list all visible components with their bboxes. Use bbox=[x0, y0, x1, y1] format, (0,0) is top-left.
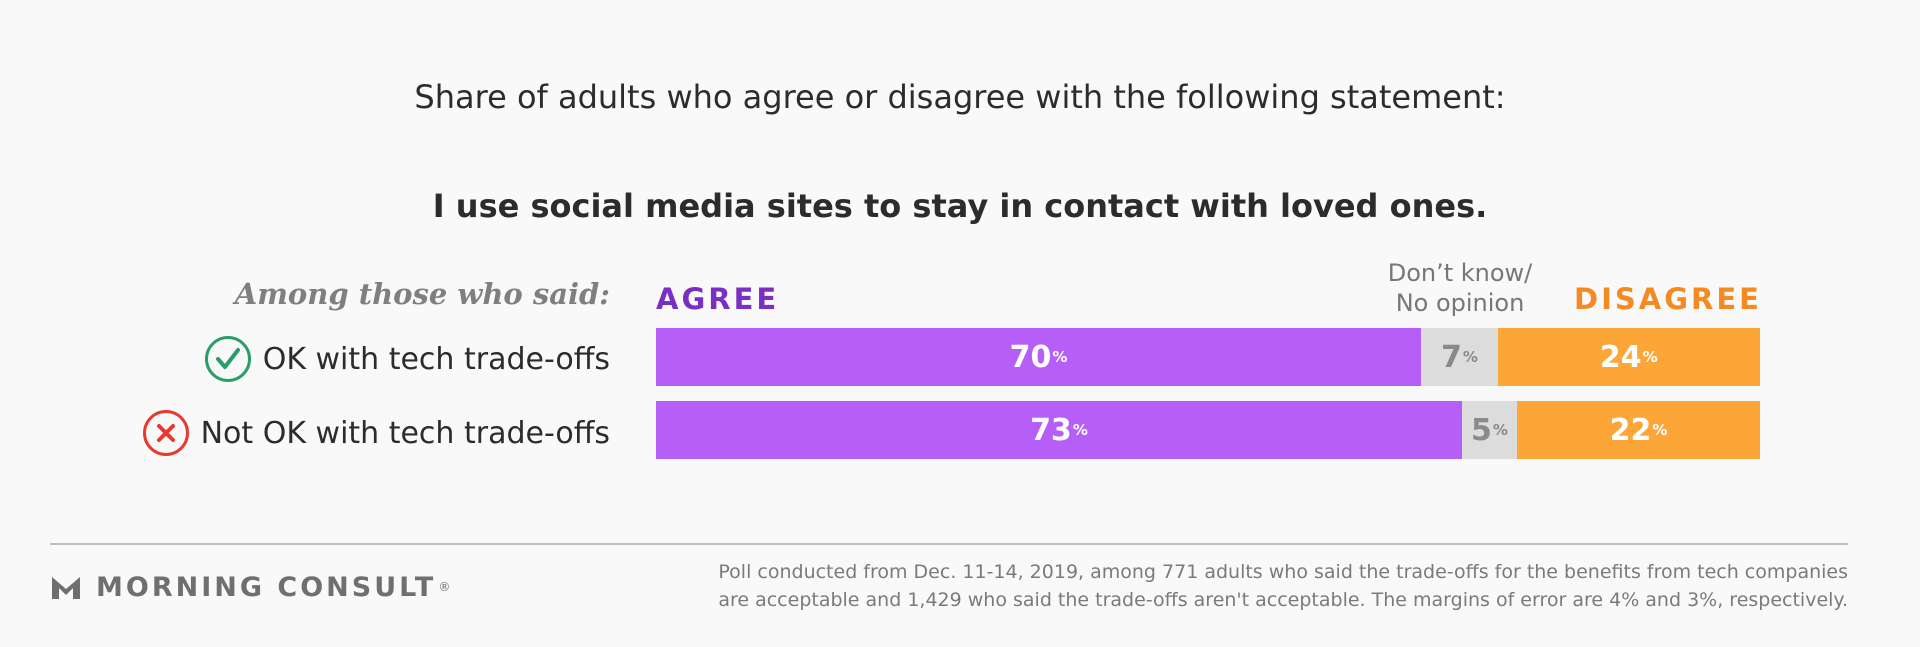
bar-value-label: 73 bbox=[1030, 412, 1072, 448]
percent-sign: % bbox=[1072, 421, 1088, 439]
legend-dont-know: Don’t know/ No opinion bbox=[1370, 258, 1550, 318]
row-label-not-ok: Not OK with tech trade-offs bbox=[100, 404, 610, 462]
bar-value-label: 70 bbox=[1009, 339, 1052, 375]
bar-row-not-ok: 73% 5% 22% bbox=[656, 401, 1760, 459]
percent-sign: % bbox=[1642, 348, 1658, 366]
bar-value-label: 24 bbox=[1599, 339, 1642, 375]
bar-agree: 73% bbox=[656, 401, 1462, 459]
bar-dont-know: 7% bbox=[1421, 328, 1498, 386]
legend-dont-know-line1: Don’t know/ bbox=[1387, 259, 1533, 287]
footnote-line1: Poll conducted from Dec. 11-14, 2019, am… bbox=[718, 561, 1848, 583]
bar-disagree: 22% bbox=[1517, 401, 1760, 459]
legend-agree: AGREE bbox=[656, 282, 780, 316]
bar-disagree: 24% bbox=[1497, 328, 1760, 386]
legend-dont-know-line2: No opinion bbox=[1395, 289, 1525, 317]
bar-dont-know: 5% bbox=[1461, 401, 1518, 459]
bar-value-label: 22 bbox=[1609, 412, 1652, 448]
legend-disagree: DISAGREE bbox=[1574, 282, 1762, 316]
brand-name: MORNING CONSULT bbox=[96, 571, 437, 603]
percent-sign: % bbox=[1652, 421, 1668, 439]
percent-sign: % bbox=[1052, 348, 1068, 366]
bar-value-label: 7 bbox=[1440, 339, 1462, 375]
bar-row-ok: 70% 7% 24% bbox=[656, 328, 1760, 386]
morning-consult-mark-icon bbox=[52, 577, 80, 599]
percent-sign: % bbox=[1462, 348, 1478, 366]
category-label: Not OK with tech trade-offs bbox=[200, 415, 610, 451]
chart-subtitle: Share of adults who agree or disagree wi… bbox=[414, 78, 1506, 116]
brand-logo: MORNING CONSULT ® bbox=[50, 571, 450, 603]
category-label: OK with tech trade-offs bbox=[262, 341, 610, 377]
group-label: Among those who said: bbox=[234, 277, 610, 311]
percent-sign: % bbox=[1492, 421, 1508, 439]
brand-registered-mark: ® bbox=[438, 580, 451, 594]
footnote: Poll conducted from Dec. 11-14, 2019, am… bbox=[648, 558, 1848, 614]
row-label-ok: OK with tech trade-offs bbox=[100, 330, 610, 388]
bar-value-label: 5 bbox=[1471, 412, 1492, 448]
footer-divider bbox=[50, 543, 1848, 545]
chart-title: I use social media sites to stay in cont… bbox=[432, 187, 1488, 225]
bar-agree: 70% bbox=[656, 328, 1422, 386]
footnote-line2: are acceptable and 1,429 who said the tr… bbox=[718, 589, 1848, 611]
x-icon bbox=[142, 410, 189, 456]
check-icon bbox=[204, 336, 251, 382]
